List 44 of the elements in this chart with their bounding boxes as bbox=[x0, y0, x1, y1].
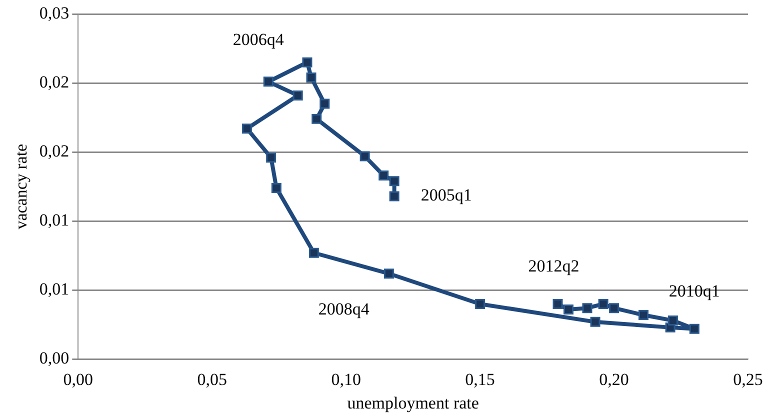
y-tick-label: 0,01 bbox=[39, 280, 70, 299]
point bbox=[320, 98, 330, 109]
point bbox=[609, 303, 620, 314]
point bbox=[389, 176, 400, 186]
y-tick-label: 0,02 bbox=[39, 72, 70, 92]
y-tick-label: 0,03 bbox=[39, 3, 70, 22]
point bbox=[360, 151, 370, 162]
point bbox=[308, 248, 319, 258]
y-axis-title: vacancy rate bbox=[12, 144, 31, 230]
y-tick-label: 0,02 bbox=[39, 142, 70, 161]
x-tick-label: 0,05 bbox=[197, 370, 227, 389]
y-tick-label: 0,01 bbox=[39, 210, 70, 230]
annotation: 2006q4 bbox=[232, 30, 284, 50]
point bbox=[638, 310, 648, 320]
point bbox=[302, 57, 312, 68]
point bbox=[689, 324, 700, 334]
point bbox=[266, 152, 276, 163]
point bbox=[582, 303, 592, 314]
point bbox=[590, 316, 600, 327]
point bbox=[552, 298, 563, 309]
point bbox=[389, 191, 400, 202]
point bbox=[292, 90, 303, 100]
point bbox=[242, 124, 252, 134]
x-tick-label: 0,15 bbox=[465, 370, 495, 389]
point bbox=[668, 316, 678, 326]
annotation: 2005q1 bbox=[420, 186, 472, 205]
annotation: 2012q2 bbox=[528, 256, 580, 276]
point bbox=[475, 298, 486, 309]
x-axis-title: unemployment rate bbox=[347, 393, 479, 412]
point bbox=[263, 76, 274, 87]
annotation: 2008q4 bbox=[318, 299, 370, 318]
point bbox=[563, 304, 574, 314]
point bbox=[378, 170, 389, 181]
y-tick-label: 0,00 bbox=[39, 348, 70, 368]
point bbox=[312, 114, 322, 124]
x-tick-label: 0,20 bbox=[599, 370, 629, 389]
point bbox=[306, 72, 316, 83]
x-tick-label: 0,00 bbox=[63, 370, 94, 389]
point bbox=[598, 298, 608, 309]
x-tick-label: 0,25 bbox=[733, 370, 763, 389]
annotation: 2010q1 bbox=[668, 281, 720, 300]
x-tick-label: 0,10 bbox=[331, 370, 361, 389]
point bbox=[271, 182, 282, 193]
point bbox=[384, 268, 394, 279]
